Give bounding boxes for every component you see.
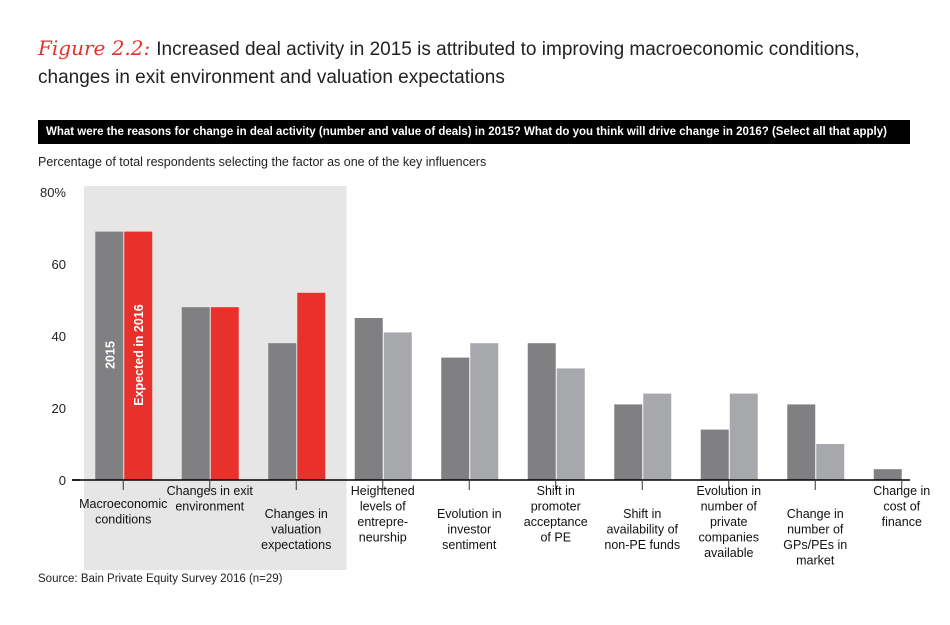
bar-2016 <box>210 307 239 480</box>
bar-2015 <box>441 357 470 480</box>
figure-label: Figure 2.2: <box>38 36 151 60</box>
category-label: Change in cost of finance <box>873 484 930 529</box>
category-label: Evolution in investor sentiment <box>437 507 502 552</box>
y-tick-label: 0 <box>59 473 66 488</box>
source-note: Source: Bain Private Equity Survey 2016 … <box>38 573 283 585</box>
bar-2015 <box>527 343 556 480</box>
bar-2015 <box>95 231 124 480</box>
figure-title-block: Figure 2.2: Increased deal activity in 20… <box>38 34 918 92</box>
bar-2016 <box>556 368 585 480</box>
category-label: Evolution in number of private companies ava… <box>696 484 761 560</box>
y-tick-label: 40 <box>52 329 66 344</box>
bar-2016 <box>643 393 672 480</box>
y-tick-label: 80% <box>40 185 66 200</box>
bar-2016 <box>816 444 845 480</box>
legend-label-2015: 2015 <box>103 341 117 369</box>
category-label: Heightened levels of entrepre-neurship <box>351 484 415 545</box>
category-label: Shift in availability of non-PE funds <box>604 507 680 552</box>
bar-2016 <box>470 343 499 480</box>
y-tick-label: 20 <box>52 401 66 416</box>
category-label: Changes in valuation expectations <box>261 507 331 552</box>
bar-2016 <box>297 292 326 480</box>
category-label: Shift in promoter acceptance of PE <box>524 484 588 545</box>
bar-2015 <box>181 307 210 480</box>
bar-2015 <box>873 469 902 480</box>
category-label: Changes in exit environment <box>167 484 254 514</box>
bar-2015 <box>700 429 729 480</box>
legend-label-2016: Expected in 2016 <box>132 304 146 405</box>
question-banner: What were the reasons for change in deal… <box>38 120 910 144</box>
category-label: Change in number of GPs/PEs in market <box>783 507 847 568</box>
y-tick-label: 60 <box>52 257 66 272</box>
bar-2015 <box>354 318 383 480</box>
bar-2016 <box>729 393 758 480</box>
bar-2015 <box>614 404 643 480</box>
bar-2016 <box>383 332 412 480</box>
category-label: Macroeconomic conditions <box>79 497 167 527</box>
bar-2016 <box>124 231 153 480</box>
chart-subtitle: Percentage of total respondents selectin… <box>38 155 487 169</box>
bar-2015 <box>787 404 816 480</box>
figure-title: Increased deal activity in 2015 is attri… <box>38 39 860 88</box>
bar-2015 <box>268 343 297 480</box>
